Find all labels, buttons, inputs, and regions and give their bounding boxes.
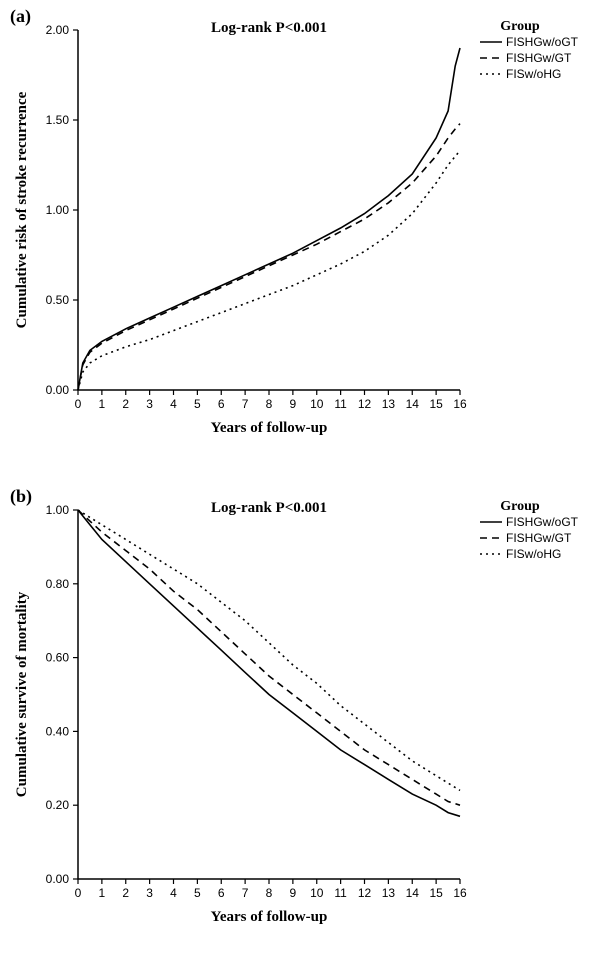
legend-item: FISHGw/oGT (506, 515, 579, 529)
svg-text:1.00: 1.00 (46, 503, 70, 517)
figure: 0123456789101112131415160.000.501.001.50… (0, 0, 597, 969)
svg-text:6: 6 (218, 397, 225, 411)
svg-text:1: 1 (99, 886, 106, 900)
svg-text:0.40: 0.40 (46, 724, 70, 738)
svg-text:7: 7 (242, 886, 249, 900)
svg-text:1: 1 (99, 397, 106, 411)
svg-text:4: 4 (170, 397, 177, 411)
svg-text:6: 6 (218, 886, 225, 900)
panel-label: (b) (10, 486, 32, 507)
legend-item: FISw/oHG (506, 67, 561, 81)
svg-text:0.80: 0.80 (46, 577, 70, 591)
svg-text:13: 13 (382, 886, 396, 900)
svg-text:10: 10 (310, 397, 324, 411)
panel-label: (a) (10, 6, 31, 27)
chart-svg: 0123456789101112131415160.000.200.400.60… (0, 480, 597, 969)
panel-b: 0123456789101112131415160.000.200.400.60… (0, 480, 597, 969)
svg-text:3: 3 (146, 886, 153, 900)
svg-text:1.00: 1.00 (46, 203, 70, 217)
svg-text:14: 14 (406, 397, 420, 411)
legend-title: Group (500, 499, 540, 514)
legend-item: FISHGw/GT (506, 51, 572, 65)
panel-a: 0123456789101112131415160.000.501.001.50… (0, 0, 597, 480)
svg-text:16: 16 (453, 886, 467, 900)
x-axis-label: Years of follow-up (211, 420, 328, 436)
svg-text:15: 15 (429, 886, 443, 900)
svg-text:8: 8 (266, 397, 273, 411)
svg-text:11: 11 (334, 397, 347, 411)
svg-text:2.00: 2.00 (46, 23, 70, 37)
svg-text:0.20: 0.20 (46, 798, 70, 812)
svg-text:15: 15 (429, 397, 443, 411)
legend-item: FISHGw/GT (506, 531, 572, 545)
svg-text:0.00: 0.00 (46, 383, 70, 397)
legend-title: Group (500, 19, 540, 34)
svg-text:5: 5 (194, 397, 201, 411)
svg-text:4: 4 (170, 886, 177, 900)
svg-text:5: 5 (194, 886, 201, 900)
x-axis-label: Years of follow-up (211, 909, 328, 925)
svg-text:0: 0 (75, 886, 82, 900)
y-axis-label: Cumulative risk of stroke recurrence (14, 91, 30, 328)
legend-item: FISHGw/oGT (506, 35, 579, 49)
svg-text:9: 9 (290, 397, 297, 411)
y-axis-label: Cumulative survive of mortality (14, 591, 30, 797)
svg-text:12: 12 (358, 397, 372, 411)
svg-text:0: 0 (75, 397, 82, 411)
chart-svg: 0123456789101112131415160.000.501.001.50… (0, 0, 597, 480)
svg-text:9: 9 (290, 886, 297, 900)
chart-title: Log-rank P<0.001 (211, 20, 327, 36)
svg-text:0.00: 0.00 (46, 872, 70, 886)
svg-text:0.50: 0.50 (46, 293, 70, 307)
svg-text:14: 14 (406, 886, 420, 900)
svg-text:1.50: 1.50 (46, 113, 70, 127)
svg-text:2: 2 (122, 886, 129, 900)
legend-item: FISw/oHG (506, 547, 561, 561)
svg-text:11: 11 (334, 886, 347, 900)
svg-text:13: 13 (382, 397, 396, 411)
svg-text:16: 16 (453, 397, 467, 411)
svg-text:12: 12 (358, 886, 372, 900)
chart-title: Log-rank P<0.001 (211, 500, 327, 516)
svg-text:7: 7 (242, 397, 249, 411)
svg-text:2: 2 (122, 397, 129, 411)
svg-text:3: 3 (146, 397, 153, 411)
svg-text:0.60: 0.60 (46, 651, 70, 665)
svg-text:8: 8 (266, 886, 273, 900)
svg-text:10: 10 (310, 886, 324, 900)
